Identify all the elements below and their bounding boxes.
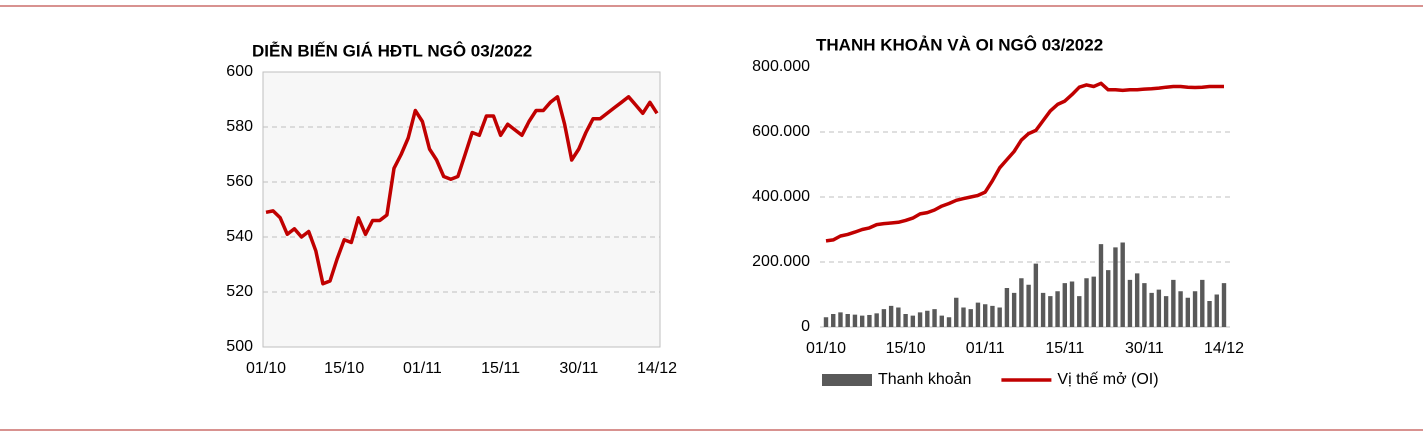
bar (1019, 278, 1024, 327)
bar (1084, 278, 1089, 327)
x-tick-label: 15/10 (886, 340, 926, 357)
bar (903, 314, 908, 327)
bar (881, 309, 887, 327)
bar (1106, 270, 1111, 327)
bar (1062, 283, 1067, 327)
y-tick-label: 400.000 (752, 188, 810, 205)
bar (838, 312, 843, 327)
bar (968, 309, 973, 327)
bar (917, 312, 923, 327)
bar (1214, 294, 1219, 327)
legend-label: Vị thế mở (OI) (1057, 371, 1158, 388)
bar (888, 305, 894, 327)
bar (939, 315, 944, 327)
bar (1011, 292, 1017, 327)
bar (845, 314, 850, 327)
legend-label: Thanh khoản (878, 371, 971, 388)
bar (1163, 296, 1169, 327)
bar (1221, 283, 1227, 327)
bar (1098, 244, 1104, 327)
y-tick-label: 500 (226, 338, 253, 355)
bar (954, 297, 959, 327)
bar (925, 310, 930, 327)
bar (831, 314, 836, 327)
y-tick-label: 520 (226, 283, 253, 300)
bar (896, 307, 901, 327)
bar (1178, 291, 1183, 327)
bar (1026, 284, 1031, 327)
bar (910, 315, 916, 327)
x-tick-label: 01/11 (403, 360, 442, 377)
y-tick-label: 540 (226, 228, 253, 245)
bar (852, 314, 858, 327)
bar (983, 304, 988, 327)
y-tick-label: 0 (801, 318, 810, 335)
bar (1149, 292, 1154, 327)
bar (1171, 279, 1176, 327)
y-tick-label: 200.000 (752, 253, 810, 270)
bar (1192, 291, 1198, 327)
bar (1142, 283, 1147, 327)
bar (823, 317, 829, 327)
y-tick-label: 600.000 (752, 123, 810, 140)
x-tick-label: 14/12 (1204, 340, 1244, 357)
bar (975, 302, 981, 327)
x-tick-label: 01/10 (806, 340, 846, 357)
bar (1091, 276, 1096, 327)
bar (874, 313, 879, 327)
bar (1185, 297, 1191, 327)
bar (1134, 273, 1140, 327)
bar (1120, 242, 1125, 327)
bar (859, 315, 865, 327)
bar (1048, 296, 1053, 327)
bar (1127, 279, 1133, 327)
x-tick-label: 14/12 (637, 360, 677, 377)
bar (1069, 281, 1075, 327)
bar (1077, 296, 1082, 327)
x-tick-label: 15/11 (481, 360, 520, 377)
y-tick-label: 800.000 (752, 58, 810, 75)
bar (946, 317, 952, 327)
bar (1207, 301, 1212, 327)
bar (1200, 279, 1205, 327)
x-tick-label: 01/11 (966, 340, 1005, 357)
x-tick-label: 15/10 (324, 360, 364, 377)
bar (1055, 291, 1060, 327)
chart-title: DIỄN BIẾN GIÁ HĐTL NGÔ 03/2022 (252, 41, 532, 60)
line (825, 81, 1224, 243)
bar (997, 307, 1002, 327)
plot-area (262, 71, 661, 348)
bar (1040, 292, 1046, 327)
bar (1033, 263, 1039, 327)
plot-area (820, 67, 1230, 327)
y-tick-label: 560 (226, 173, 253, 190)
bar (867, 314, 872, 327)
line (265, 95, 659, 286)
x-tick-label: 30/11 (559, 360, 598, 377)
bar (961, 307, 966, 327)
bar (1156, 289, 1162, 327)
x-tick-label: 15/11 (1045, 340, 1084, 357)
x-tick-label: 01/10 (246, 360, 286, 377)
y-tick-label: 600 (226, 63, 253, 80)
chart-title: THANH KHOẢN VÀ OI NGÔ 03/2022 (816, 35, 1103, 54)
bar (990, 305, 995, 327)
bar (1004, 288, 1010, 327)
bar (1113, 247, 1118, 327)
x-tick-label: 30/11 (1125, 340, 1164, 357)
y-tick-label: 580 (226, 118, 253, 135)
legend-swatch (822, 374, 872, 386)
bar (932, 309, 937, 327)
